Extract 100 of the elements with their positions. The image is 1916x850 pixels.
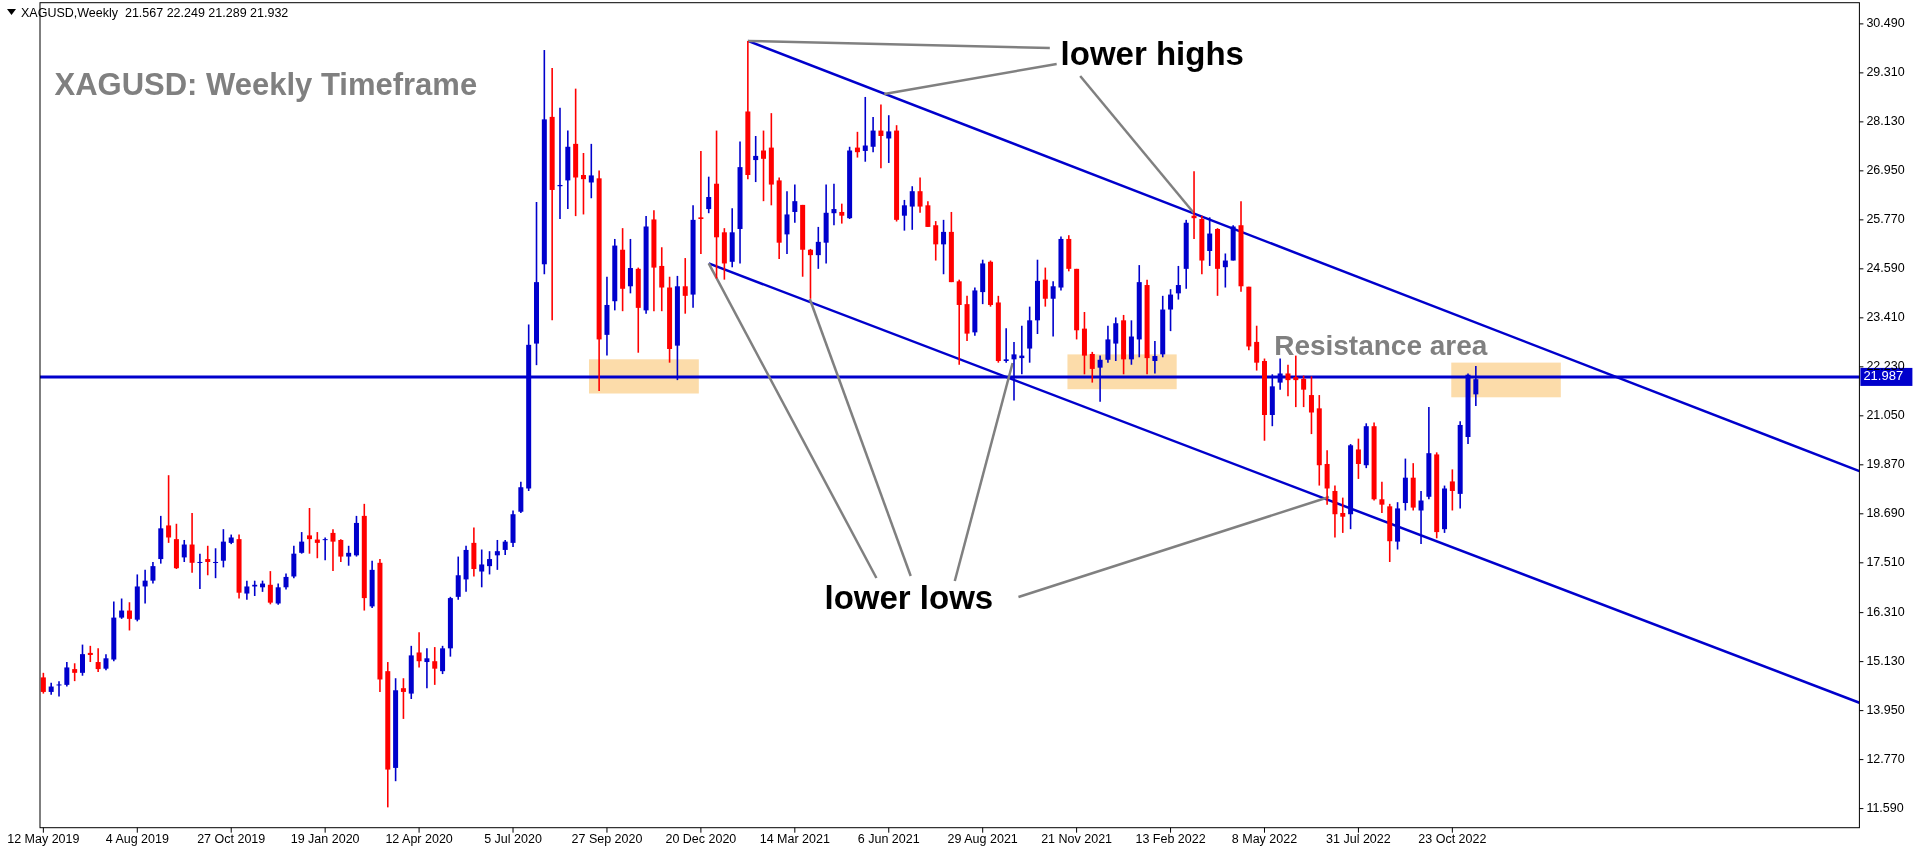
- candlestick: [1449, 468, 1455, 512]
- candlestick: [792, 183, 798, 224]
- candlestick: [275, 582, 281, 606]
- y-tick-label: 11.590: [1866, 800, 1904, 815]
- x-tick-label: 19 Jan 2020: [290, 832, 360, 846]
- candlestick: [479, 548, 485, 589]
- y-tick-label: 25.770: [1866, 212, 1905, 227]
- candlestick: [878, 103, 884, 170]
- candlestick: [197, 552, 203, 590]
- x-tick-label: 12 Apr 2020: [385, 832, 453, 846]
- candlestick: [1042, 266, 1048, 308]
- candlestick: [440, 645, 446, 675]
- y-tick-label: 12.770: [1866, 751, 1905, 766]
- candlestick: [64, 661, 70, 688]
- candlestick: [1332, 484, 1338, 539]
- candlestick: [1301, 374, 1307, 408]
- candlestick: [580, 152, 586, 216]
- x-tick-label: 27 Oct 2019: [197, 832, 266, 846]
- candlestick: [1128, 319, 1134, 366]
- x-tick-label: 27 Sep 2020: [571, 832, 643, 846]
- candlestick: [1050, 280, 1056, 338]
- candlestick: [1379, 481, 1385, 514]
- candlestick: [901, 199, 907, 232]
- candlestick: [1285, 363, 1291, 398]
- x-tick-label: 6 Jun 2021: [857, 832, 920, 846]
- candlestick: [1418, 490, 1424, 545]
- annotation: Resistance area: [1274, 330, 1488, 361]
- y-tick-label: 28.130: [1866, 114, 1905, 129]
- candlestick: [1308, 375, 1314, 435]
- candlestick: [432, 646, 438, 686]
- candlestick: [1152, 340, 1158, 375]
- candlestick: [1340, 496, 1346, 534]
- candlestick: [56, 680, 62, 698]
- candlestick: [870, 116, 876, 153]
- candlestick: [909, 185, 915, 231]
- candlestick: [925, 200, 931, 228]
- candlestick: [416, 631, 422, 669]
- candlestick: [1254, 324, 1260, 372]
- x-tick-label: 12 May 2019: [7, 832, 80, 846]
- candlestick: [205, 544, 211, 577]
- candlestick: [346, 544, 352, 567]
- y-tick-label: 23.410: [1866, 310, 1905, 325]
- candlestick: [166, 474, 172, 544]
- candlestick: [400, 677, 406, 720]
- y-tick-label: 18.690: [1866, 506, 1905, 521]
- candlestick: [424, 647, 430, 689]
- candlestick: [917, 176, 923, 214]
- candlestick: [455, 555, 461, 601]
- candlestick: [1293, 354, 1299, 408]
- candlestick: [682, 257, 688, 315]
- x-tick-label: 20 Dec 2020: [665, 832, 737, 846]
- x-tick-label: 29 Aug 2021: [947, 832, 1018, 846]
- x-tick-label: 31 Jul 2022: [1326, 832, 1391, 846]
- candlestick: [126, 601, 132, 632]
- candlestick: [956, 278, 962, 366]
- x-tick-label: 21 Nov 2021: [1041, 832, 1113, 846]
- y-tick-label: 15.130: [1866, 653, 1905, 668]
- annotation: lower highs: [1060, 35, 1244, 72]
- candlestick: [933, 220, 939, 262]
- y-tick-label: 16.310: [1866, 604, 1905, 619]
- y-tick-label: 30.490: [1866, 16, 1905, 31]
- candlestick: [1222, 252, 1228, 289]
- candlestick: [1105, 324, 1111, 364]
- candlestick: [862, 96, 868, 163]
- candlestick: [941, 219, 947, 276]
- candlestick: [1003, 327, 1009, 364]
- candlestick: [1113, 316, 1119, 362]
- candlestick: [1168, 288, 1174, 332]
- candlestick: [330, 528, 336, 572]
- candlestick: [79, 643, 85, 677]
- y-tick-label: 24.590: [1866, 261, 1905, 276]
- candlestick: [1355, 437, 1361, 480]
- candlestick: [181, 539, 187, 563]
- x-tick-label: 14 Mar 2021: [759, 832, 830, 846]
- candlestick: [299, 531, 305, 555]
- candlestick: [784, 190, 790, 255]
- x-tick-label: 4 Aug 2019: [105, 832, 169, 846]
- candlestick: [189, 512, 195, 574]
- x-tick-label: 5 Jul 2020: [484, 832, 542, 846]
- candlestick: [494, 539, 500, 571]
- candlestick: [322, 536, 328, 562]
- candlestick: [244, 579, 250, 601]
- candlestick: [220, 528, 226, 569]
- candlestick: [886, 114, 892, 164]
- x-tick-label: 23 Oct 2022: [1418, 832, 1487, 846]
- candlestick: [95, 647, 101, 673]
- candlestick: [213, 547, 219, 579]
- candlestick: [291, 544, 297, 579]
- candlestick: [706, 175, 712, 215]
- candlestick: [338, 538, 344, 563]
- candlestick: [150, 561, 156, 585]
- candlestick: [267, 570, 273, 606]
- candlestick: [40, 672, 46, 695]
- x-tick-label: 8 May 2022: [1231, 832, 1298, 846]
- candlestick: [1175, 265, 1181, 301]
- y-tick-label: 26.950: [1866, 163, 1905, 178]
- y-tick-label: 19.870: [1866, 457, 1905, 472]
- chart-subtitle: XAGUSD,Weekly 21.567 22.249 21.289 21.932: [21, 6, 289, 20]
- candlestick: [1089, 351, 1095, 384]
- candlestick: [753, 135, 759, 183]
